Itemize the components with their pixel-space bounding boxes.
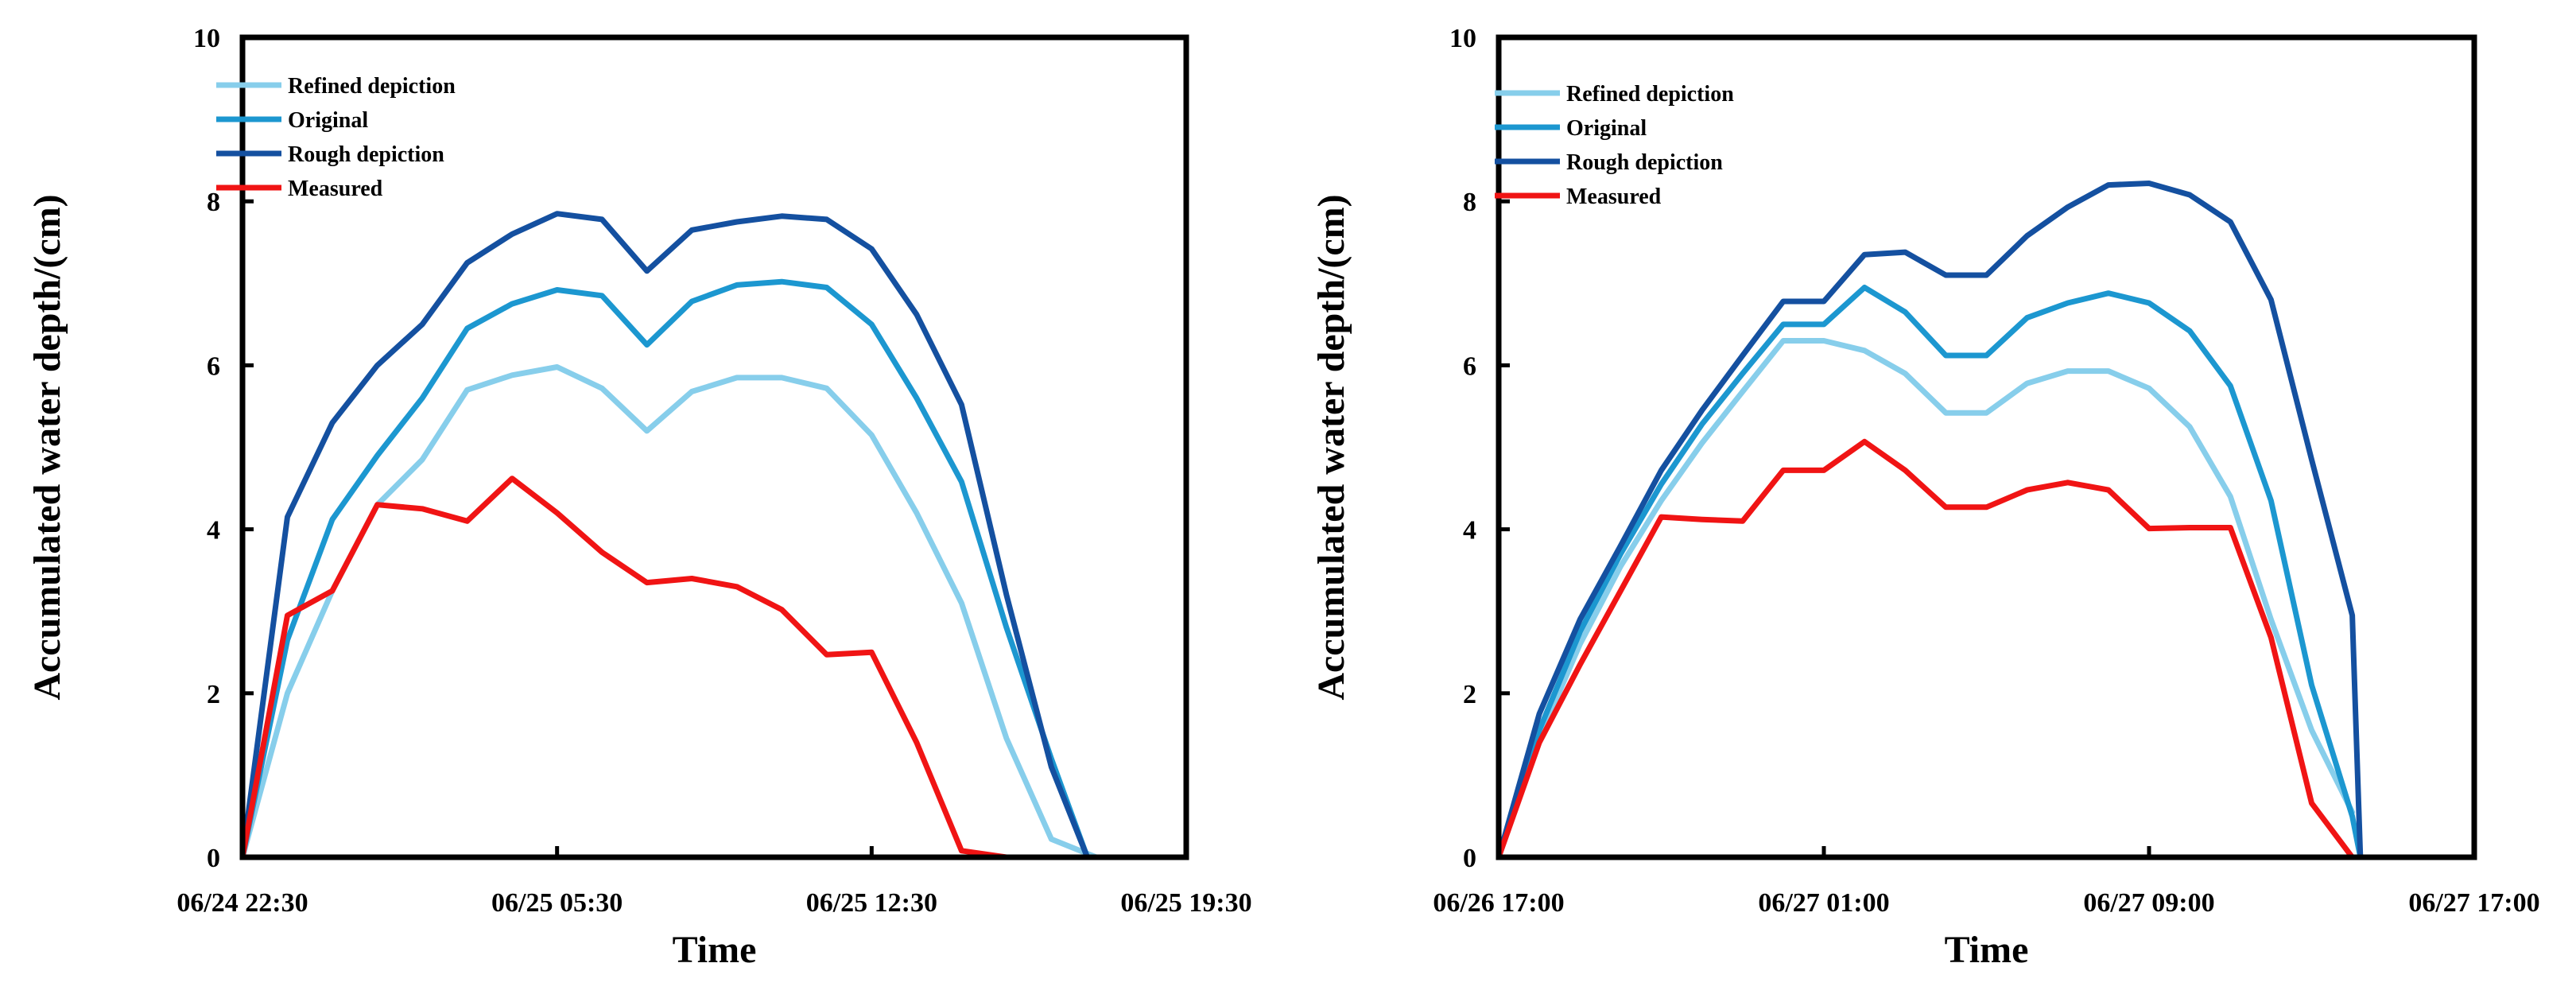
chart-panel-left: 0 2 4 6 8 10 06/24 22:30 06/25 05:30 06/25 12:30…	[26, 24, 1252, 971]
legend-label-original: Original	[1566, 116, 1647, 141]
y-tick-label: 0	[207, 844, 220, 873]
series-line-original	[1496, 285, 2364, 860]
x-tick-label: 06/25 05:30	[491, 888, 623, 918]
legend-label-measured: Measured	[288, 177, 383, 201]
y-tick-label: 4	[207, 516, 220, 546]
legend-label-refined-depiction: Refined depiction	[1566, 82, 1734, 107]
legend-label-rough-depiction: Rough depiction	[1566, 150, 1723, 175]
y-axis-title: Accumulated water depth/(cm)	[26, 194, 68, 700]
series-line-refined-depiction	[1496, 338, 2356, 860]
x-tick-label: 06/25 12:30	[806, 888, 937, 918]
y-axis-title: Accumulated water depth/(cm)	[1310, 194, 1352, 700]
x-tick-label: 06/27 17:00	[2408, 888, 2539, 918]
legend: Refined depiction Original Rough depiction…	[216, 74, 456, 201]
legend-label-original: Original	[288, 108, 368, 133]
x-tick-label: 06/24 22:30	[177, 888, 308, 918]
y-tick-label: 2	[1463, 680, 1476, 709]
series-line-refined-depiction	[239, 364, 1144, 860]
x-tick-label: 06/27 09:00	[2083, 888, 2214, 918]
y-tick-label: 8	[207, 188, 220, 217]
plot-frame	[239, 34, 1189, 860]
chart-panel-right: 0 2 4 6 8 10 06/26 17:00 06/27 01:00 06/27 09:00…	[1310, 24, 2540, 971]
y-tick-label: 2	[207, 680, 220, 709]
series-line-measured	[239, 476, 1010, 860]
x-tick-label: 06/26 17:00	[1433, 888, 1564, 918]
y-tick-label: 8	[1463, 188, 1476, 217]
x-tick-label: 06/25 19:30	[1120, 888, 1251, 918]
series-line-measured	[1496, 438, 2356, 860]
plot-frame	[1496, 34, 2477, 860]
y-tick-label: 4	[1463, 516, 1476, 546]
legend-label-refined-depiction: Refined depiction	[288, 74, 456, 99]
x-axis-title: Time	[673, 929, 757, 971]
y-tick-label: 10	[193, 24, 220, 53]
y-tick-label: 6	[207, 351, 220, 381]
series-line-rough-depiction	[1496, 181, 2364, 860]
y-tick-label: 10	[1449, 24, 1476, 53]
series-line-original	[239, 278, 1091, 860]
x-tick-label: 06/27 01:00	[1758, 888, 1889, 918]
legend: Refined depiction Original Rough depiction…	[1495, 82, 1734, 209]
legend-label-rough-depiction: Rough depiction	[288, 142, 444, 167]
x-axis-title: Time	[1945, 929, 2029, 971]
legend-label-measured: Measured	[1566, 184, 1662, 209]
y-tick-label: 0	[1463, 844, 1476, 873]
series-line-rough-depiction	[239, 211, 1091, 860]
y-tick-label: 6	[1463, 351, 1476, 381]
